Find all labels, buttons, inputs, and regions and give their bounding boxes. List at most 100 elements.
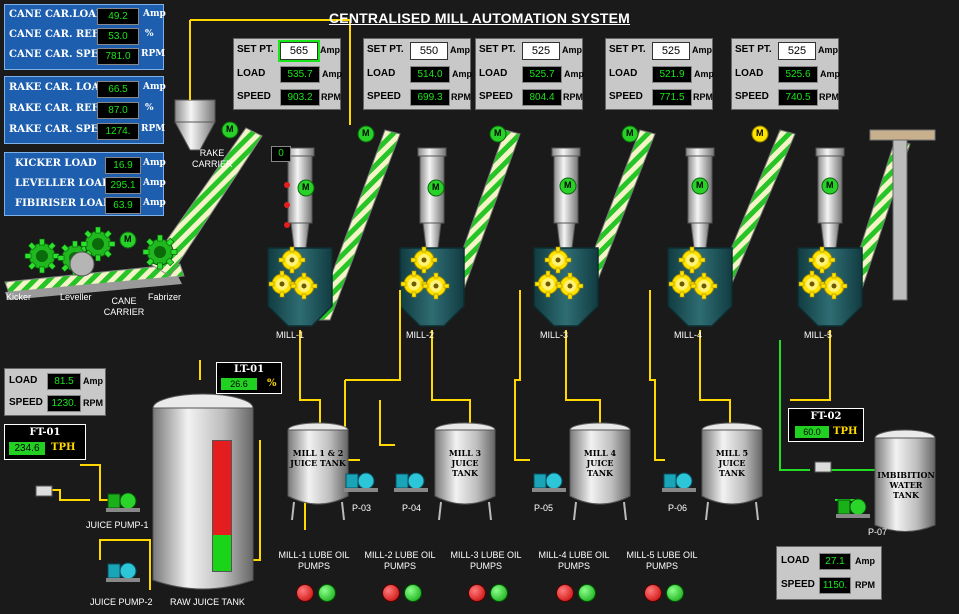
mill-3-lube-oil-pump-group: MILL-3 LUBE OIL PUMPS xyxy=(446,550,526,610)
juice-pump-panel: LOAD 81.5 Amp SPEED 1230. RPM xyxy=(4,368,106,416)
mill-speed-value: 771.5 xyxy=(652,89,692,106)
juice-pump-2-label: JUICE PUMP-2 xyxy=(90,597,153,607)
motor-icon[interactable]: M xyxy=(432,182,440,192)
set-point-label: SET PT. xyxy=(367,44,404,55)
lube-pump-start-button[interactable] xyxy=(578,584,596,602)
set-point-input[interactable] xyxy=(522,42,560,60)
mill-load-value: 535.7 xyxy=(280,66,320,83)
rake-car-ref-value: 87.0 xyxy=(97,102,139,119)
cane-car-speed-value: 781.0 xyxy=(97,48,139,65)
ft-01-value: 234.6 xyxy=(9,442,45,455)
lube-pump-start-button[interactable] xyxy=(404,584,422,602)
cane-car-load-value: 49.2 xyxy=(97,8,139,25)
load-label: LOAD xyxy=(367,68,396,79)
kicker-label: Kicker xyxy=(6,292,32,302)
lt-01-display: LT-01 26.6 % xyxy=(216,362,282,394)
mill-load-value: 514.0 xyxy=(410,66,450,83)
mill-1-indicator: 0 xyxy=(271,146,291,162)
imbibition-pump-load-value: 27.1 xyxy=(819,553,851,570)
motor-icon[interactable]: M xyxy=(564,180,572,190)
speed-label: SPEED xyxy=(237,91,271,102)
mill-3-juice-tank-label: MILL 3 JUICE TANK xyxy=(448,448,482,478)
mill-3-label: MILL-3 xyxy=(540,330,569,340)
set-point-input[interactable] xyxy=(278,40,320,62)
set-point-input[interactable] xyxy=(652,42,690,60)
rake-car-load-value: 66.5 xyxy=(97,81,139,98)
set-point-label: SET PT. xyxy=(735,44,772,55)
set-point-label: SET PT. xyxy=(609,44,646,55)
mill-2-lube-oil-pump-group: MILL-2 LUBE OIL PUMPS xyxy=(360,550,440,610)
motor-icon[interactable]: M xyxy=(124,234,132,244)
mill-4-lube-oil-pump-group: MILL-4 LUBE OIL PUMPS xyxy=(534,550,614,610)
imbibition-pump-speed-value: 1150. xyxy=(819,577,851,594)
ft-02-value: 60.0 xyxy=(795,426,829,438)
kicker-load-value: 16.9 xyxy=(105,157,141,174)
motor-icon[interactable]: M xyxy=(696,180,704,190)
load-label: LOAD xyxy=(237,68,266,79)
imbibition-pump-panel: LOAD 27.1 Amp SPEED 1150. RPM xyxy=(776,546,882,600)
set-point-label: SET PT. xyxy=(237,44,274,55)
ft-02-display: FT-02 60.0 TPH xyxy=(788,408,864,442)
page-title: CENTRALISED MILL AUTOMATION SYSTEM xyxy=(328,10,631,26)
load-label: LOAD xyxy=(479,68,508,79)
cane-carrier-panel: CANE CAR.LOAD 49.2 Amp CANE CAR. REF. 53.0%… xyxy=(4,4,166,70)
mill-2-control-panel: SET PT. Amp LOAD 514.0 Amp SPEED 699.3 R… xyxy=(363,38,472,110)
mill-5-label: MILL-5 xyxy=(804,330,833,340)
kicker-panel: KICKER LOAD 16.9 Amp LEVELLER LOAD 295.1 Amp… xyxy=(4,152,166,216)
raw-juice-level-fill xyxy=(213,534,231,571)
raw-juice-tank-label: RAW JUICE TANK xyxy=(170,597,245,607)
motor-icon[interactable]: M xyxy=(302,182,310,192)
lube-pump-start-button[interactable] xyxy=(666,584,684,602)
set-point-input[interactable] xyxy=(410,42,448,60)
lube-oil-pump-label: MILL-2 LUBE OIL PUMPS xyxy=(364,550,436,571)
rake-carrier-panel: RAKE CAR. LOAD 66.5 Amp RAKE CAR. REF 87.0%… xyxy=(4,76,166,144)
fibiriser-load-value: 63.9 xyxy=(105,197,141,214)
mill-4-label: MILL-4 xyxy=(674,330,703,340)
motor-icon[interactable]: M xyxy=(626,128,634,138)
mill-5-lube-oil-pump-group: MILL-5 LUBE OIL PUMPS xyxy=(622,550,702,610)
mill-speed-value: 740.5 xyxy=(778,89,818,106)
mill-5-juice-tank-label: MILL 5 JUICE TANK xyxy=(715,448,749,478)
leveller-label: Leveller xyxy=(60,292,92,302)
load-label: LOAD xyxy=(735,68,764,79)
set-point-label: SET PT. xyxy=(479,44,516,55)
speed-label: SPEED xyxy=(609,91,643,102)
set-point-input[interactable] xyxy=(778,42,816,60)
mill-2-label: MILL-2 xyxy=(406,330,435,340)
raw-juice-level-bar xyxy=(212,440,232,572)
mill-4-control-panel: SET PT. Amp LOAD 521.9 Amp SPEED 771.5 R… xyxy=(605,38,714,110)
pump-p05-label: P-05 xyxy=(534,503,554,513)
mill-5-control-panel: SET PT. Amp LOAD 525.6 Amp SPEED 740.5 R… xyxy=(731,38,840,110)
fabrizer-label: Fabrizer xyxy=(148,292,182,302)
lube-pump-start-button[interactable] xyxy=(490,584,508,602)
motor-icon[interactable]: M xyxy=(826,180,834,190)
ft-01-display: FT-01 234.6 TPH xyxy=(4,424,86,460)
pump-p04-label: P-04 xyxy=(402,503,422,513)
lube-pump-stop-button[interactable] xyxy=(296,584,314,602)
load-label: LOAD xyxy=(609,68,638,79)
speed-label: SPEED xyxy=(735,91,769,102)
rake-carrier-label: RAKE CARRIER xyxy=(192,148,233,169)
mill-4-juice-tank-label: MILL 4 JUICE TANK xyxy=(583,448,617,478)
speed-label: SPEED xyxy=(479,91,513,102)
lube-pump-start-button[interactable] xyxy=(318,584,336,602)
mill-load-value: 521.9 xyxy=(652,66,692,83)
lube-pump-stop-button[interactable] xyxy=(382,584,400,602)
leveller-load-value: 295.1 xyxy=(105,177,141,194)
lube-pump-stop-button[interactable] xyxy=(556,584,574,602)
mill-load-value: 525.7 xyxy=(522,66,562,83)
motor-icon[interactable]: M xyxy=(756,128,764,138)
lube-oil-pump-label: MILL-5 LUBE OIL PUMPS xyxy=(626,550,698,571)
motor-icon[interactable]: M xyxy=(226,124,234,134)
lube-pump-stop-button[interactable] xyxy=(468,584,486,602)
speed-label: SPEED xyxy=(367,91,401,102)
motor-icon[interactable]: M xyxy=(362,128,370,138)
mill-1-control-panel: SET PT. Amp LOAD 535.7 Amp SPEED 903.2 R… xyxy=(233,38,342,110)
motor-icon[interactable]: M xyxy=(494,128,502,138)
lube-oil-pump-label: MILL-3 LUBE OIL PUMPS xyxy=(450,550,522,571)
lube-pump-stop-button[interactable] xyxy=(644,584,662,602)
mill-load-value: 525.6 xyxy=(778,66,818,83)
mill-speed-value: 804.4 xyxy=(522,89,562,106)
cane-car-ref-value: 53.0 xyxy=(97,28,139,45)
juice-pump-load-value: 81.5 xyxy=(47,373,81,390)
